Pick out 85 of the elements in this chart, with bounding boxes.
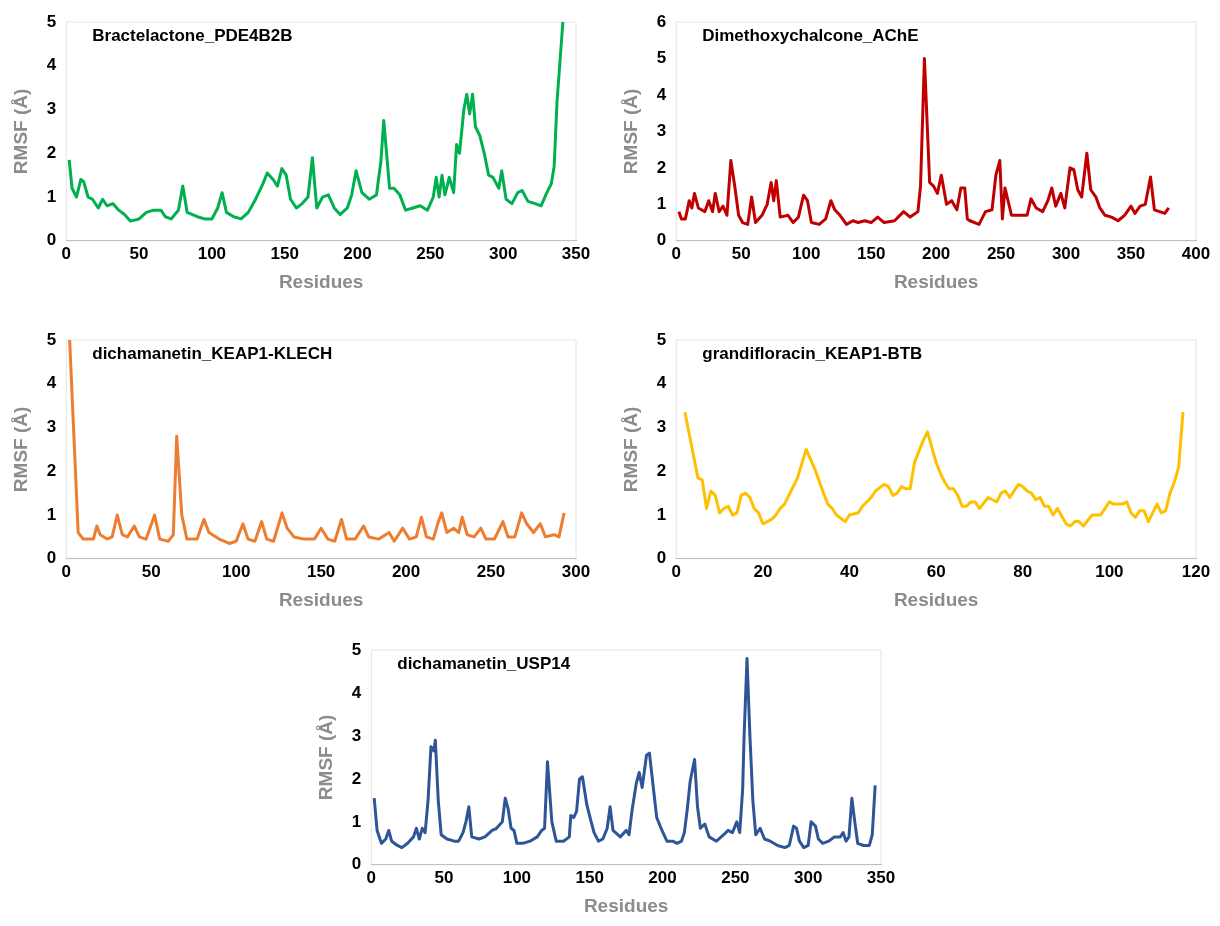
x-tick-label: 100 [221,561,251,581]
y-tick-label: 3 [656,417,667,437]
chart-title: dichamanetin_KEAP1-KLECH [92,344,333,364]
x-tick-label: 50 [141,561,161,581]
x-tick-label: 250 [721,867,750,887]
x-tick-label: 0 [671,561,681,581]
x-tick-label: 100 [1095,561,1124,581]
x-tick-label: 350 [1116,243,1146,263]
y-tick-label: 5 [351,639,362,659]
y-tick-label: 1 [46,504,57,524]
y-tick-label: 3 [351,725,362,745]
y-tick-label: 2 [46,142,57,162]
y-tick-label: 1 [46,186,57,206]
y-axis-title: RMSF (Å) [314,714,336,801]
x-tick-label: 300 [561,561,591,581]
y-tick-label: 3 [46,99,57,119]
y-tick-label: 2 [351,768,362,788]
x-axis-title: Residues [583,894,669,916]
y-tick-label: 3 [46,417,57,437]
x-tick-label: 120 [1181,561,1211,581]
x-tick-label: 250 [986,243,1016,263]
x-tick-label: 200 [921,243,951,263]
x-tick-label: 350 [561,243,591,263]
x-tick-label: 100 [502,867,532,887]
y-tick-label: 2 [656,460,667,480]
x-tick-label: 80 [1013,561,1033,581]
y-tick-label: 0 [656,548,667,568]
x-tick-label: 0 [61,561,71,581]
y-axis-title: RMSF (Å) [619,88,641,175]
x-tick-label: 300 [488,243,518,263]
y-tick-label: 0 [46,548,57,568]
y-tick-label: 6 [656,11,667,31]
x-tick-label: 100 [792,243,821,263]
x-tick-label: 300 [793,867,823,887]
chart-title: Bractelactone_PDE4B2B [92,26,293,46]
x-tick-label: 250 [416,243,445,263]
y-tick-label: 0 [351,854,362,874]
y-tick-label: 5 [656,329,667,349]
x-tick-label: 60 [926,561,946,581]
y-axis-title: RMSF (Å) [9,406,31,493]
x-tick-label: 150 [270,243,299,263]
x-tick-label: 50 [434,867,454,887]
y-tick-label: 1 [351,811,362,831]
x-tick-label: 50 [129,243,149,263]
x-tick-label: 350 [866,867,896,887]
x-axis-title: Residues [893,270,979,292]
y-axis-title: RMSF (Å) [9,88,31,175]
x-tick-label: 0 [366,867,376,887]
chart-title: grandifloracin_KEAP1-BTB [702,344,923,364]
x-axis-title: Residues [893,588,979,610]
y-tick-label: 4 [351,682,362,702]
x-tick-label: 200 [391,561,421,581]
y-tick-label: 2 [656,157,667,177]
y-axis-title: RMSF (Å) [619,406,641,493]
y-tick-label: 5 [46,329,57,349]
x-tick-label: 250 [476,561,506,581]
x-tick-label: 150 [575,867,604,887]
y-tick-label: 4 [656,373,667,393]
x-tick-label: 0 [671,243,681,263]
y-tick-label: 3 [656,121,667,141]
y-tick-label: 0 [46,230,57,250]
x-tick-label: 400 [1181,243,1211,263]
y-tick-label: 1 [656,504,667,524]
y-tick-label: 2 [46,460,57,480]
chart-title: dichamanetin_USP14 [397,654,571,674]
x-tick-label: 100 [197,243,227,263]
x-tick-label: 0 [61,243,71,263]
x-tick-label: 200 [648,867,677,887]
y-tick-label: 4 [656,84,667,104]
y-tick-label: 0 [656,230,667,250]
y-tick-label: 1 [656,194,667,214]
chart-title: Dimethoxychalcone_AChE [702,26,919,46]
x-axis-title: Residues [278,270,364,292]
x-tick-label: 150 [856,243,886,263]
x-tick-label: 20 [753,561,773,581]
x-tick-label: 300 [1051,243,1081,263]
y-tick-label: 5 [656,48,667,68]
x-tick-label: 50 [731,243,751,263]
y-tick-label: 5 [46,11,57,31]
x-tick-label: 200 [343,243,372,263]
x-tick-label: 150 [306,561,336,581]
y-tick-label: 4 [46,55,57,75]
x-axis-title: Residues [278,588,364,610]
x-tick-label: 40 [840,561,859,581]
y-tick-label: 4 [46,373,57,393]
